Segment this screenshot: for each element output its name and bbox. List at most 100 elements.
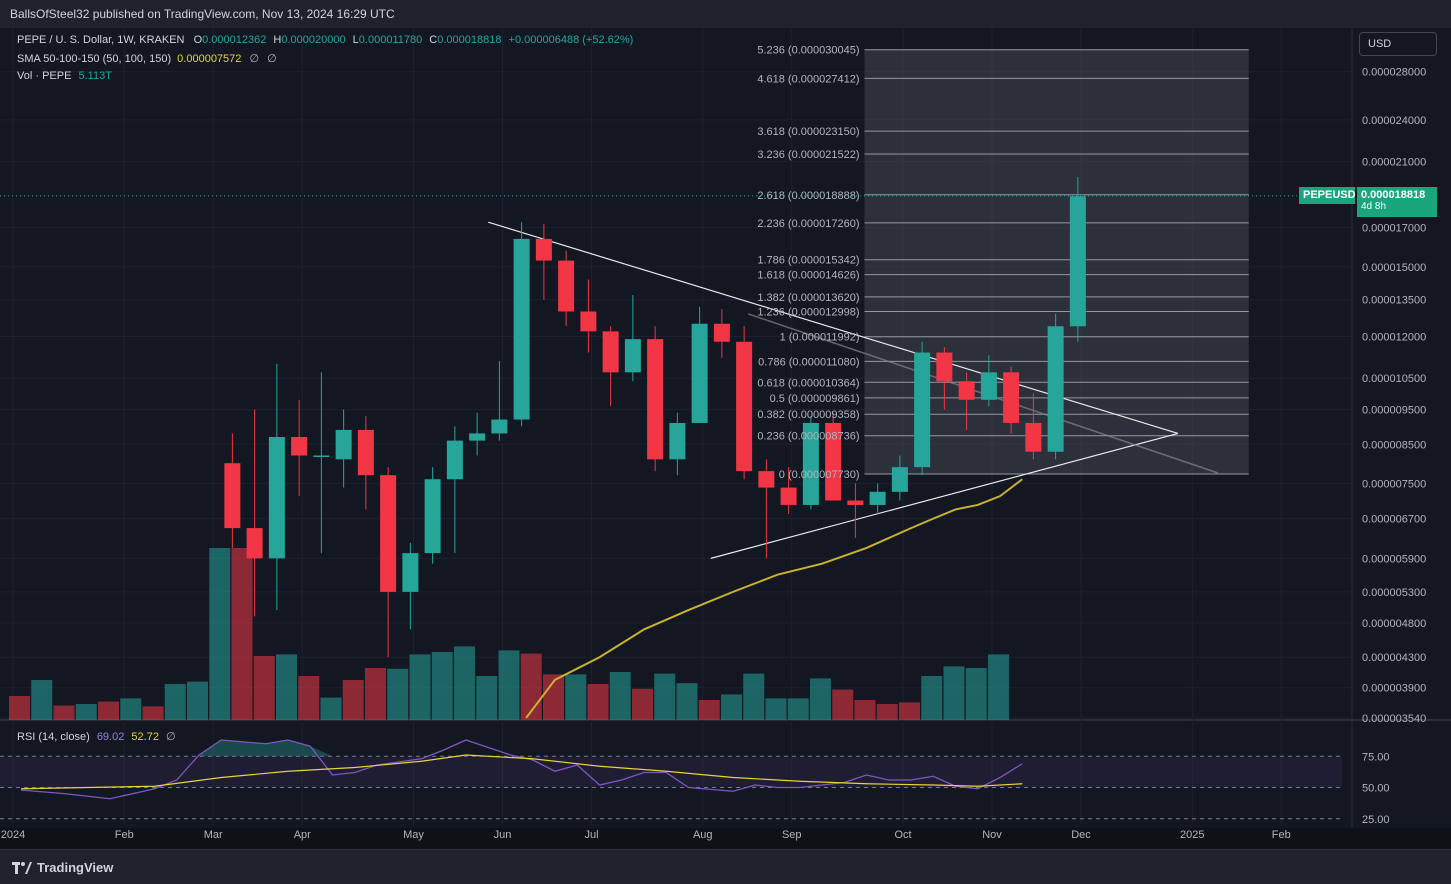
candle-body	[1047, 326, 1064, 452]
last-price-symbol: PEPEUSD	[1299, 187, 1356, 204]
candle-body	[847, 500, 864, 505]
close-value: 0.000018818	[437, 34, 502, 46]
candle-body	[691, 323, 708, 423]
footer-brand: TradingView	[37, 860, 114, 875]
price-tick-label: 0.000024000	[1362, 115, 1426, 127]
volume-bar	[320, 697, 342, 720]
footer-bar: TradingView	[0, 849, 1451, 884]
time-tick-label: Oct	[894, 829, 911, 841]
time-tick-label: May	[403, 829, 424, 841]
time-tick-label: Feb	[115, 829, 134, 841]
volume-bar	[676, 683, 698, 720]
price-tick-label: 0.000009500	[1362, 405, 1426, 417]
rsi-pane	[0, 739, 1342, 820]
l-label: L	[352, 34, 359, 46]
currency-selector[interactable]: USD	[1359, 32, 1437, 56]
volume-bar	[854, 700, 876, 720]
price-tick-label: 0.000006700	[1362, 514, 1426, 526]
candle-body	[713, 323, 730, 342]
price-tick-label: 0.000007500	[1362, 478, 1426, 490]
publisher-bar: BallsOfSteel32 published on TradingView.…	[0, 0, 1451, 29]
time-tick-label: 2025	[1180, 829, 1204, 841]
volume-bar	[743, 673, 765, 720]
price-tick-label: 0.000013500	[1362, 295, 1426, 307]
sma-legend[interactable]: SMA 50-100-150 (50, 100, 150) 0.00000757…	[17, 52, 277, 65]
candle-body	[535, 238, 552, 261]
chart-canvas[interactable]: 5.236 (0.000030045) 4.618 (0.000027412) 3.…	[0, 28, 1451, 850]
rsi-line	[20, 739, 1023, 800]
time-tick-label: Mar	[204, 829, 223, 841]
c-label: C	[429, 34, 438, 46]
price-tick-label: 0.000017000	[1362, 223, 1426, 235]
volume-bar	[787, 698, 809, 720]
volume-bar	[98, 701, 119, 720]
volume-bar	[31, 680, 53, 720]
candle-body	[736, 341, 753, 472]
last-price-box: 0.000018818 4d 8h	[1357, 187, 1437, 217]
price-tick-label: 0.000008500	[1362, 439, 1426, 451]
publisher-line: BallsOfSteel32 published on TradingView.…	[10, 7, 395, 21]
rsi-tick-label: 50.00	[1362, 783, 1390, 795]
o-label: O	[193, 34, 203, 46]
sma-null-2: ∅	[267, 53, 277, 65]
volume-bar	[476, 676, 498, 720]
volume-bar	[431, 652, 453, 720]
triangle-lower-line	[710, 432, 1179, 559]
volume-bar	[698, 700, 720, 720]
volume-bar	[921, 676, 943, 720]
fib-level-label: 0.236 (0.000008736)	[757, 431, 859, 443]
volume-bar	[810, 678, 831, 720]
candle-body	[914, 352, 931, 468]
candle-body	[825, 422, 842, 501]
volume-bar	[253, 656, 275, 720]
volume-bar	[899, 702, 920, 720]
fib-level-label: 1.786 (0.000015342)	[757, 255, 859, 267]
fib-level-label: 1 (0.000011992)	[780, 332, 860, 344]
candle-body	[802, 422, 819, 505]
sma-value: 0.000007572	[177, 53, 242, 65]
price-tick-label: 0.000021000	[1362, 157, 1426, 169]
candle-body	[647, 339, 664, 460]
price-tick-label: 0.000005900	[1362, 553, 1426, 565]
volume-bar	[209, 548, 231, 720]
tradingview-logo[interactable]: TradingView	[12, 860, 113, 875]
volume-bar	[276, 654, 297, 720]
fib-level-label: 4.618 (0.000027412)	[757, 73, 859, 85]
volume-bar	[164, 684, 186, 720]
fib-level-label: 3.236 (0.000021522)	[757, 149, 859, 161]
price-axis-bg	[1352, 28, 1451, 828]
candle-body	[624, 339, 641, 373]
volume-bar	[75, 704, 97, 720]
change-value: +0.000006488 (+52.62%)	[508, 34, 634, 46]
volume-bar	[409, 654, 431, 720]
volume-bar	[120, 698, 142, 720]
volume-bar	[187, 681, 208, 720]
symbol-legend[interactable]: PEPE / U. S. Dollar, 1W, KRAKEN O0.00001…	[17, 34, 633, 46]
volume-bar	[988, 654, 1009, 720]
volume-bar	[587, 684, 609, 720]
candle-body	[891, 467, 908, 492]
fib-level-label: 0 (0.000007730)	[779, 469, 860, 481]
volume-bar	[943, 666, 965, 720]
candle-body	[380, 475, 397, 592]
volume-bar	[231, 548, 253, 720]
volume-legend[interactable]: Vol · PEPE 5.113T	[17, 70, 112, 82]
sma-null-1: ∅	[249, 53, 260, 65]
candle-body	[313, 455, 330, 457]
candle-body	[869, 491, 886, 505]
volume-bar	[565, 674, 587, 720]
price-tick-label: 0.000003900	[1362, 683, 1426, 695]
price-tick-label: 0.000003540	[1362, 713, 1426, 725]
volume-bar	[721, 694, 742, 720]
volume-bar	[454, 646, 475, 720]
candle-body	[580, 311, 597, 332]
volume-bar	[876, 704, 898, 720]
time-tick-label: Feb	[1272, 829, 1291, 841]
fib-level-label: 5.236 (0.000030045)	[757, 45, 859, 57]
price-tick-label: 0.000010500	[1362, 373, 1426, 385]
rsi-legend[interactable]: RSI (14, close) 69.02 52.72 ∅	[17, 730, 176, 743]
time-tick-label: Sep	[782, 829, 802, 841]
candle-body	[1069, 196, 1086, 327]
price-tick-label: 0.000012000	[1362, 332, 1426, 344]
